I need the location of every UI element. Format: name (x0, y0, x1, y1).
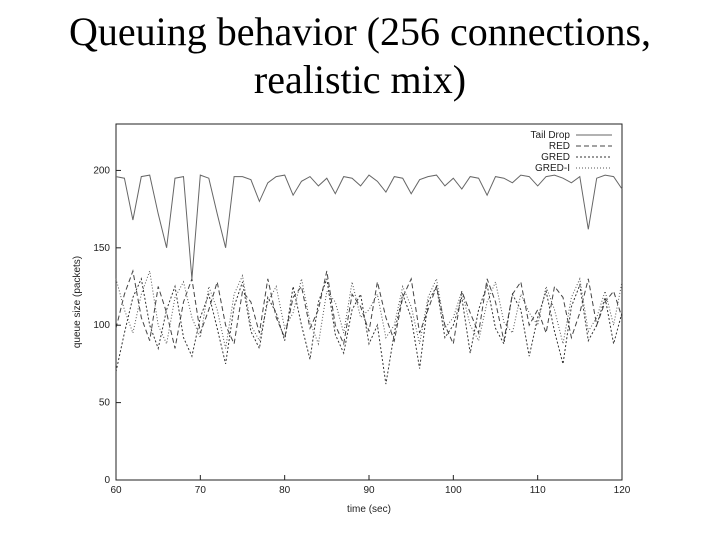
series-layer (115, 174, 623, 385)
slide-title-line1: Queuing behavior (256 connections, (68, 9, 652, 54)
y-tick-label: 150 (93, 243, 110, 254)
y-tick-label: 50 (99, 398, 111, 409)
x-tick-label: 60 (110, 485, 122, 496)
series-line-tail-drop (115, 174, 623, 279)
x-axis-label: time (sec) (347, 504, 391, 515)
y-tick-label: 200 (93, 165, 110, 176)
legend-label: Tail Drop (531, 130, 571, 141)
slide-title-line2: realistic mix) (253, 57, 467, 102)
x-tick-label: 100 (445, 485, 462, 496)
y-axis-label: queue size (packets) (72, 256, 83, 348)
x-tick-label: 90 (363, 485, 375, 496)
y-tick-label: 100 (93, 320, 110, 331)
legend-label: RED (549, 141, 570, 152)
x-tick-label: 120 (614, 485, 631, 496)
ticks-layer: 60 70 80 90 100 110 120 0 50 100 150 200 (93, 165, 630, 496)
series-line-red (115, 269, 623, 349)
y-tick-label: 0 (104, 475, 110, 486)
series-line-gred-i (115, 270, 623, 349)
x-tick-label: 110 (530, 485, 546, 496)
plot-frame (115, 123, 623, 481)
x-tick-label: 80 (279, 485, 291, 496)
x-tick-label: 70 (195, 485, 207, 496)
slide-title: Queuing behavior (256 connections, reali… (0, 8, 720, 104)
legend-label: GRED (541, 152, 570, 163)
series-line-gred (115, 277, 623, 385)
legend-label: GRED-I (535, 163, 570, 174)
